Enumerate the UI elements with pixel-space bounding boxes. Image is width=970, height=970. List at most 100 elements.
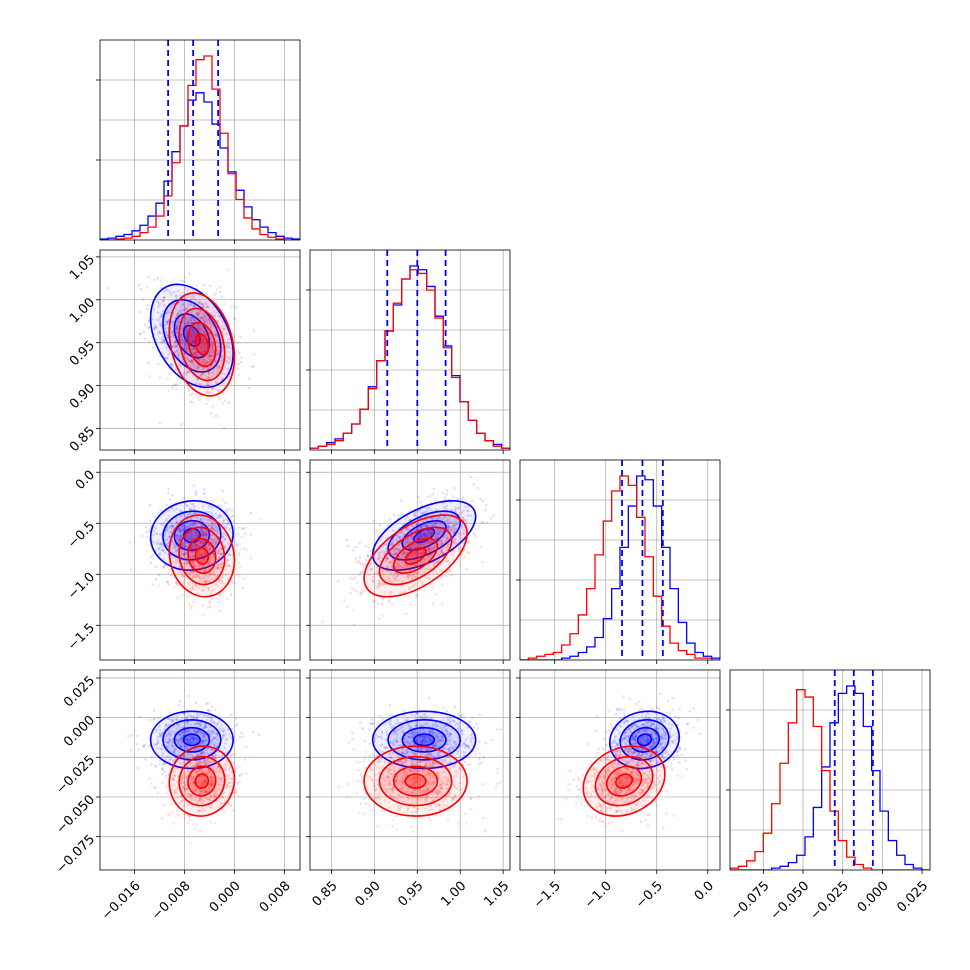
sample-point <box>190 547 193 550</box>
sample-point <box>195 555 199 559</box>
sample-point <box>377 584 381 588</box>
sample-point <box>202 541 205 544</box>
sample-point <box>437 553 440 557</box>
sample-point <box>162 557 166 561</box>
sample-point <box>213 588 216 591</box>
sample-point <box>200 533 204 537</box>
sample-point <box>194 576 197 579</box>
sample-point <box>170 365 174 369</box>
sample-point <box>220 342 224 346</box>
sample-point <box>211 520 215 524</box>
sample-point <box>346 605 349 609</box>
sample-point <box>210 716 214 720</box>
sample-point <box>192 554 195 558</box>
sample-point <box>167 526 170 530</box>
sample-point <box>175 534 178 537</box>
sample-point <box>191 325 195 329</box>
sample-point <box>434 593 438 596</box>
sample-point <box>413 543 417 546</box>
sample-point <box>217 395 221 399</box>
sample-point <box>208 716 211 719</box>
sample-point <box>372 519 376 522</box>
sample-point <box>208 354 212 358</box>
sample-point <box>181 528 185 531</box>
sample-point <box>199 310 203 314</box>
sample-point <box>197 344 200 347</box>
sample-point <box>424 510 428 514</box>
sample-point <box>146 307 149 311</box>
panel-frame <box>99 249 301 451</box>
sample-point <box>221 330 224 334</box>
sample-point <box>214 332 218 336</box>
sample-point <box>167 389 171 392</box>
sample-point <box>196 543 199 547</box>
sample-point <box>204 301 208 304</box>
sample-point <box>372 600 376 603</box>
sample-point <box>169 734 173 738</box>
sample-point <box>211 349 215 353</box>
sample-point <box>422 512 426 515</box>
sample-point <box>191 556 195 560</box>
sample-point <box>427 547 431 550</box>
sample-point <box>207 543 211 546</box>
sample-point <box>392 549 395 553</box>
sample-point <box>211 499 215 502</box>
sample-point <box>219 365 223 369</box>
sample-point <box>387 543 391 547</box>
sample-point <box>205 580 208 583</box>
sample-point <box>175 582 179 586</box>
sample-point <box>227 528 231 531</box>
sample-point <box>206 319 210 322</box>
sample-point <box>175 537 179 541</box>
sample-point <box>222 381 225 385</box>
sample-point <box>180 543 184 547</box>
panel-frame <box>519 459 721 661</box>
sample-point <box>186 739 189 742</box>
sample-point <box>191 560 195 563</box>
sample-point <box>187 603 191 606</box>
sample-point <box>394 565 397 569</box>
sample-point <box>180 364 183 367</box>
sample-point <box>437 532 441 536</box>
sample-point <box>195 722 198 726</box>
sample-point <box>196 367 200 371</box>
sample-point <box>451 548 454 552</box>
sample-point <box>188 272 191 275</box>
sample-point <box>442 515 445 518</box>
sample-point <box>238 526 241 529</box>
sample-point <box>196 575 200 579</box>
sample-point <box>159 533 162 536</box>
sample-point <box>437 559 441 563</box>
sample-point <box>186 522 189 526</box>
sample-point <box>175 520 179 524</box>
sample-point <box>377 581 381 584</box>
sample-point <box>200 370 203 373</box>
sample-point <box>252 353 256 356</box>
sample-point <box>245 548 249 551</box>
panel-content <box>520 460 720 660</box>
sample-point <box>200 345 204 349</box>
sample-point <box>182 338 186 342</box>
contour-red <box>363 514 468 598</box>
sample-point <box>436 536 440 539</box>
sample-point <box>181 549 184 552</box>
sample-point <box>427 549 431 552</box>
sample-point <box>165 356 169 360</box>
sample-point <box>195 312 199 315</box>
sample-point <box>192 547 195 551</box>
joint-panel-p3-p1: −1.5−1.0−0.50.0 <box>65 459 301 664</box>
sample-point <box>184 345 187 349</box>
sample-point <box>197 323 200 326</box>
sample-point <box>427 539 430 543</box>
sample-point <box>368 564 372 567</box>
sample-point <box>166 570 170 574</box>
sample-point <box>435 532 438 536</box>
sample-point <box>188 332 192 335</box>
sample-point <box>186 539 189 543</box>
sample-point <box>177 732 181 736</box>
sample-point <box>431 528 434 532</box>
sample-point <box>215 340 218 344</box>
sample-point <box>390 553 394 556</box>
sample-point <box>426 534 429 538</box>
sample-point <box>207 377 211 380</box>
